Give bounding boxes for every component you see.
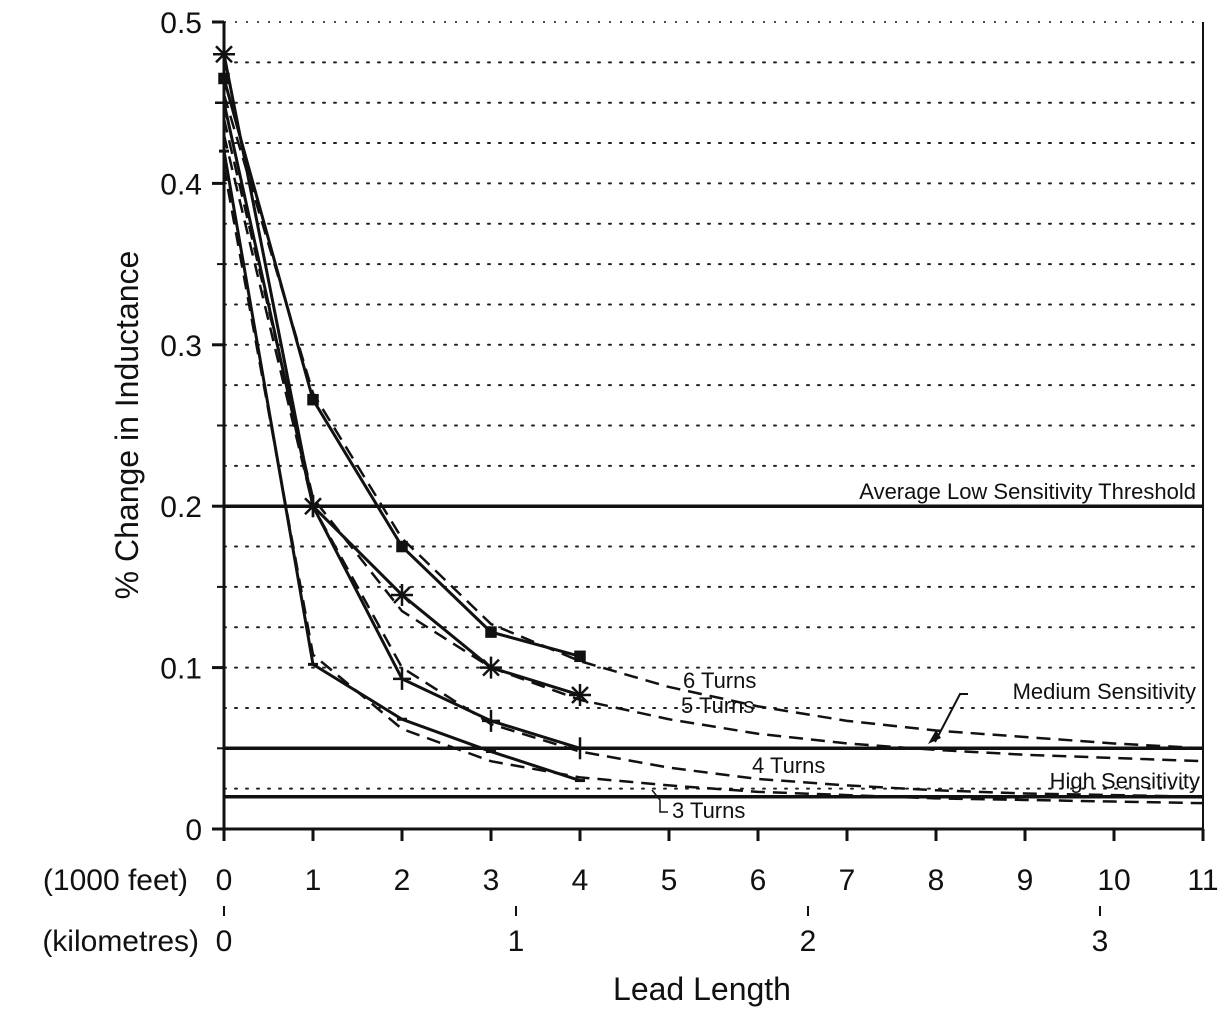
x-tick-label: 4	[572, 864, 589, 897]
series-6-turns	[218, 72, 586, 663]
data-point-plus	[304, 495, 322, 518]
x-tick-label: 6	[750, 864, 767, 897]
data-point-plus	[571, 737, 589, 760]
x-tick-label: 3	[483, 864, 500, 897]
grid-lines	[223, 61, 1204, 790]
x-tick-label: 2	[394, 864, 411, 897]
y-tick-label: 0.4	[160, 168, 202, 201]
fitted-curves	[222, 94, 1204, 805]
y-tick-label: 0.5	[160, 7, 202, 40]
km-tick-label: 3	[1092, 925, 1109, 958]
x-axis-title: Lead Length	[613, 971, 791, 1007]
labels: Average Low Sensitivity Threshold Medium …	[651, 479, 1200, 823]
x-tick-label: 11	[1187, 864, 1218, 897]
measured-series	[213, 43, 591, 783]
y-tick-label: 0.2	[160, 491, 202, 524]
series-label: 3 Turns	[672, 798, 745, 823]
three-turns-pointer	[651, 789, 668, 813]
x-tick-label: 9	[1017, 864, 1034, 897]
threshold-lines	[224, 504, 1203, 799]
series-label: 5 Turns	[681, 693, 754, 718]
data-point-square	[574, 650, 586, 663]
y-tick-label: 0.3	[160, 330, 202, 363]
fit-curve	[222, 134, 1204, 798]
x-tick-label: 5	[661, 864, 678, 897]
fit-curve	[222, 118, 1204, 763]
threshold-label-low: Average Low Sensitivity Threshold	[859, 479, 1196, 504]
y-tick-label: 0	[185, 814, 202, 847]
data-point-square	[396, 540, 408, 553]
series-line	[222, 78, 581, 658]
x-unit-km-label: (kilometres)	[42, 925, 199, 958]
data-point-square	[307, 393, 319, 406]
threshold-label-medium: Medium Sensitivity	[1013, 679, 1196, 704]
km-tick-label: 2	[800, 925, 817, 958]
y-axis-title: % Change in Inductance	[109, 251, 145, 600]
medium-pointer-arrow	[928, 730, 941, 744]
km-tick-label: 1	[508, 925, 525, 958]
threshold-label-high: High Sensitivity	[1050, 769, 1200, 794]
fit-curve	[222, 167, 1204, 805]
data-point-plus	[393, 667, 411, 690]
medium-pointer	[934, 693, 968, 743]
x-tick-label: 10	[1097, 864, 1130, 897]
y-tick-label: 0.1	[160, 653, 202, 686]
data-point-asterisk	[391, 583, 413, 606]
x-tick-label: 0	[216, 864, 233, 897]
x-tick-label: 8	[928, 864, 945, 897]
series-label: 4 Turns	[752, 753, 825, 778]
fit-curve	[222, 94, 1204, 750]
data-point-asterisk	[480, 656, 502, 679]
km-tick-label: 0	[216, 925, 233, 958]
data-point-asterisk	[569, 684, 591, 707]
series-label: 6 Turns	[683, 668, 756, 693]
data-point-plus	[482, 709, 500, 732]
x-tick-label: 1	[305, 864, 322, 897]
data-point-square	[485, 626, 497, 638]
x-unit-feet-label: (1000 feet)	[43, 864, 188, 897]
axes: 0 0.1 0.2 0.3 0.4 0.5 0 1 2 3 4 5 6 7 8 9 10 11 0 1 2 3	[160, 7, 1218, 958]
x-tick-label: 7	[839, 864, 856, 897]
